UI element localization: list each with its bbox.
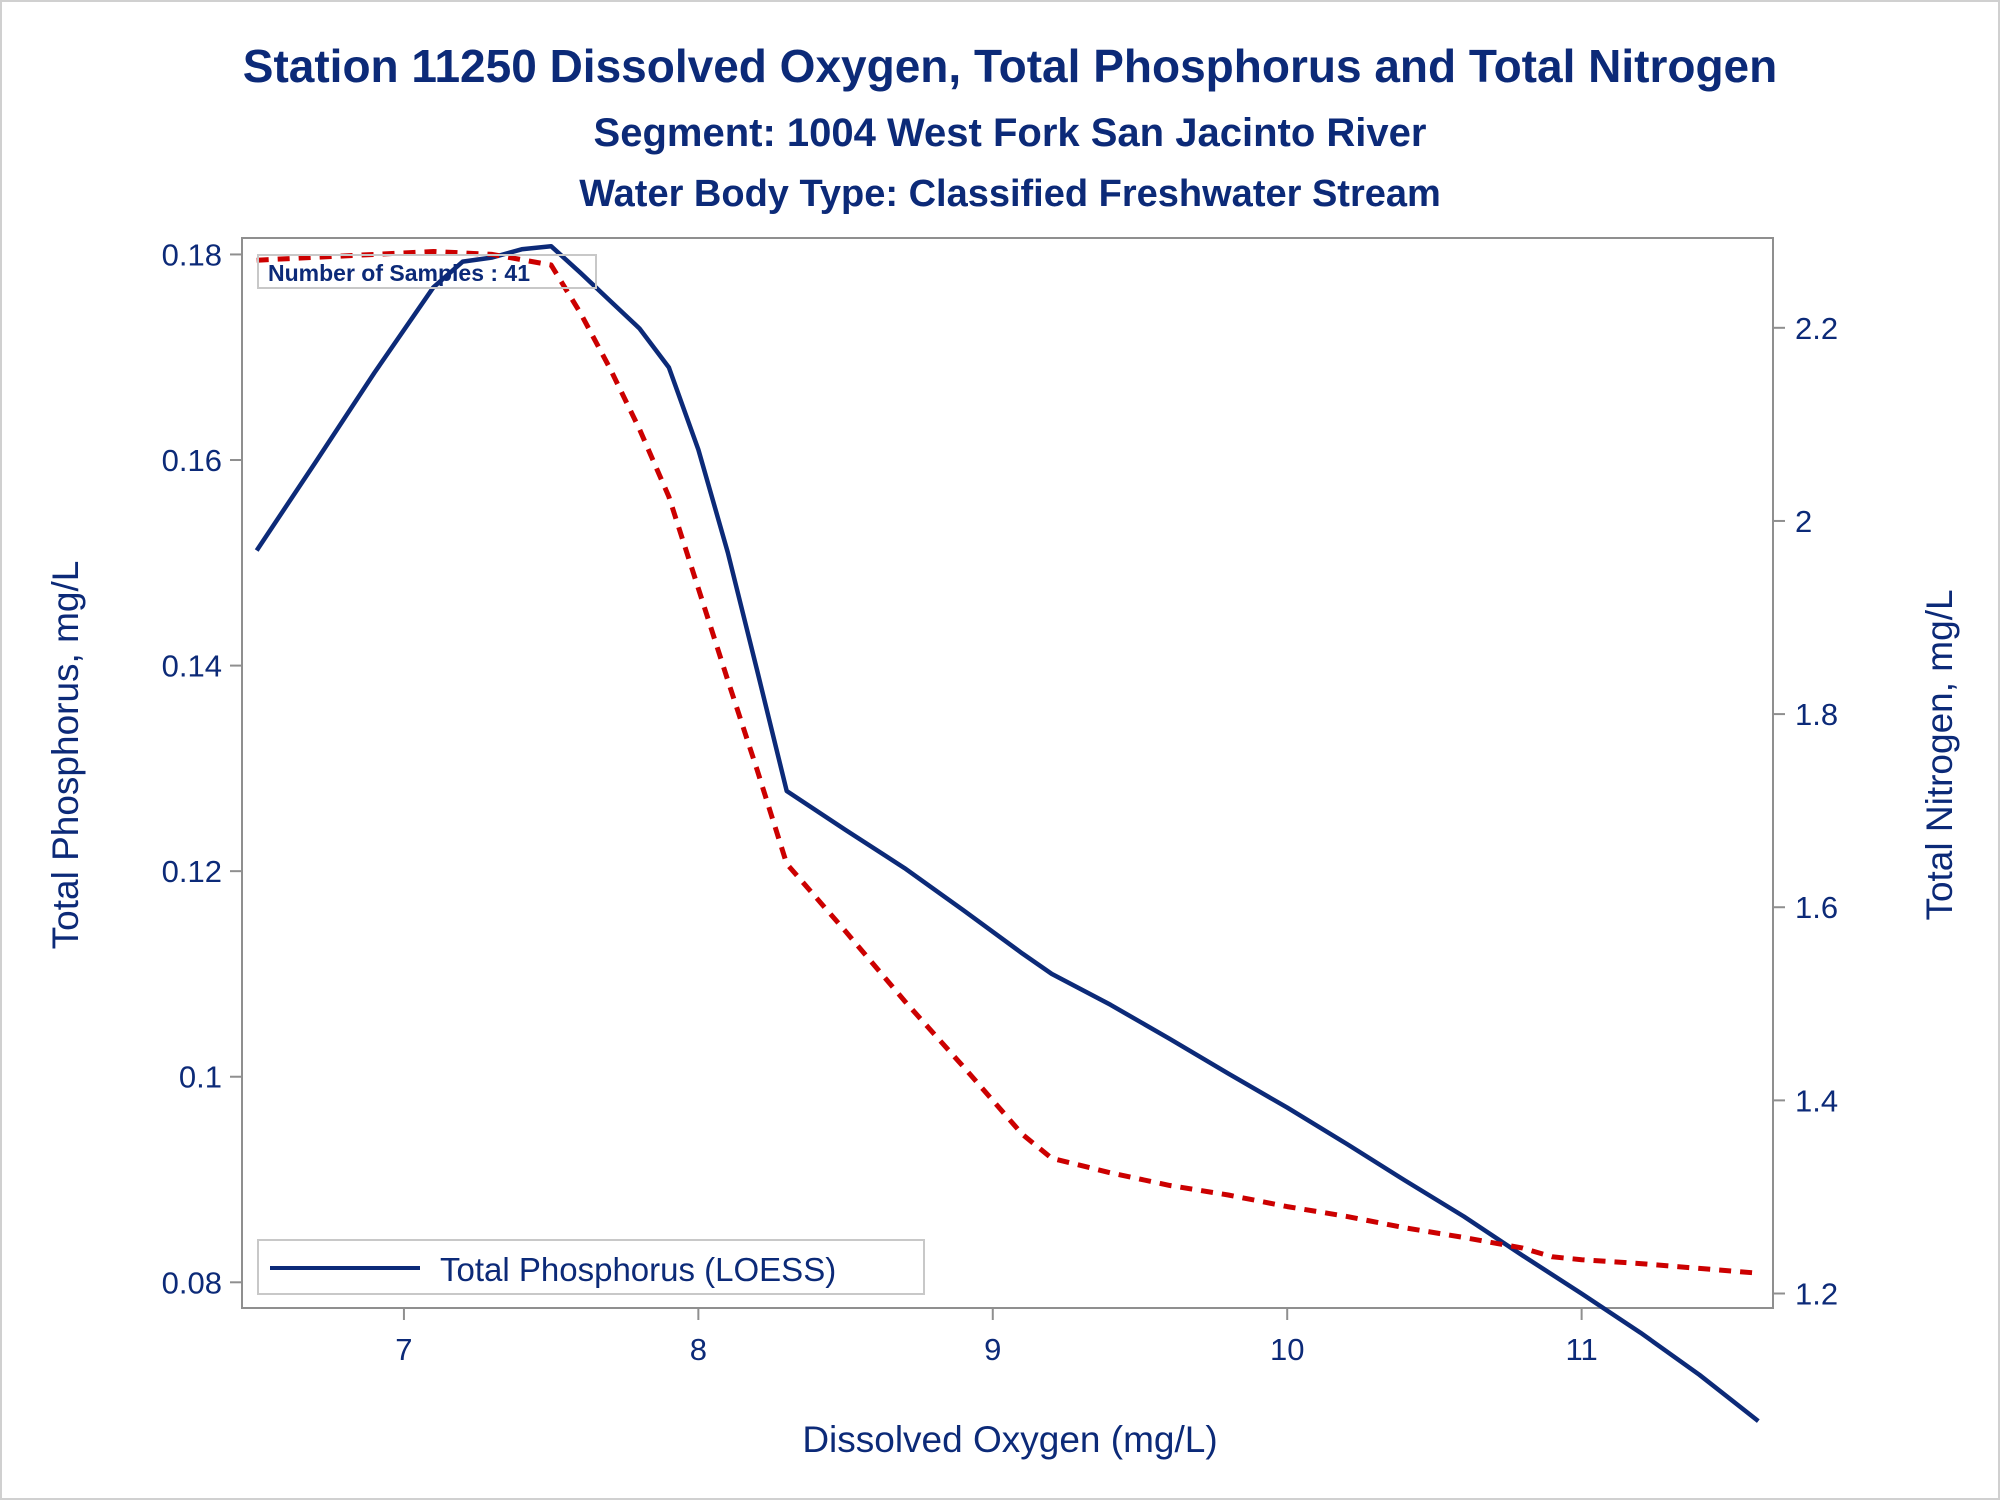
y-right-tick-label: 1.6 xyxy=(1795,890,1838,925)
sample-count-box xyxy=(257,254,597,289)
plot-area xyxy=(241,237,1774,1309)
y-right-tick-label: 1.4 xyxy=(1795,1083,1838,1118)
y-axis-right-ticks: 1.2 1.4 1.6 1.8 2 2.2 xyxy=(1773,311,1838,1312)
x-tick-label: 10 xyxy=(1270,1332,1304,1367)
legend-label-total-phosphorus: Total Phosphorus (LOESS) xyxy=(440,1251,836,1288)
x-axis-label: Dissolved Oxygen (mg/L) xyxy=(802,1419,1217,1460)
y-left-tick-label: 0.12 xyxy=(162,854,222,889)
series-line-total-nitrogen xyxy=(256,249,1759,1276)
y-right-tick-label: 2.2 xyxy=(1795,311,1838,346)
chart-title: Station 11250 Dissolved Oxygen, Total Ph… xyxy=(243,40,1777,92)
y-left-tick-label: 0.14 xyxy=(162,649,222,684)
y-left-tick-label: 0.08 xyxy=(162,1265,222,1300)
y-right-tick-label: 2 xyxy=(1795,504,1812,539)
y-axis-right-label: Total Nitrogen, mg/L xyxy=(1919,589,1960,920)
y-left-tick-label: 0.16 xyxy=(162,443,222,478)
x-tick-label: 11 xyxy=(1566,1332,1598,1367)
y-left-tick-label: 0.18 xyxy=(162,237,222,272)
chart-subtitle-2: Water Body Type: Classified Freshwater S… xyxy=(579,173,1441,215)
y-left-tick-label: 0.1 xyxy=(179,1060,222,1095)
x-axis-ticks: 7 8 9 10 11 xyxy=(395,1308,1598,1367)
y-right-tick-label: 1.8 xyxy=(1795,697,1838,732)
y-axis-left-label: Total Phosphorus, mg/L xyxy=(45,561,86,950)
x-tick-label: 9 xyxy=(984,1332,1001,1367)
legend: Total Phosphorus (LOESS) xyxy=(257,1239,925,1295)
chart-subtitle: Segment: 1004 West Fork San Jacinto Rive… xyxy=(594,111,1427,155)
sample-count-annotation: Number of Samples : 41 xyxy=(257,254,597,289)
y-right-tick-label: 1.2 xyxy=(1795,1277,1838,1312)
y-axis-left-ticks: 0.08 0.1 0.12 0.14 0.16 0.18 xyxy=(162,237,242,1300)
sample-count-text: Number of Samples : 41 xyxy=(268,260,530,286)
x-tick-label: 7 xyxy=(395,1332,412,1367)
x-tick-label: 8 xyxy=(690,1332,707,1367)
